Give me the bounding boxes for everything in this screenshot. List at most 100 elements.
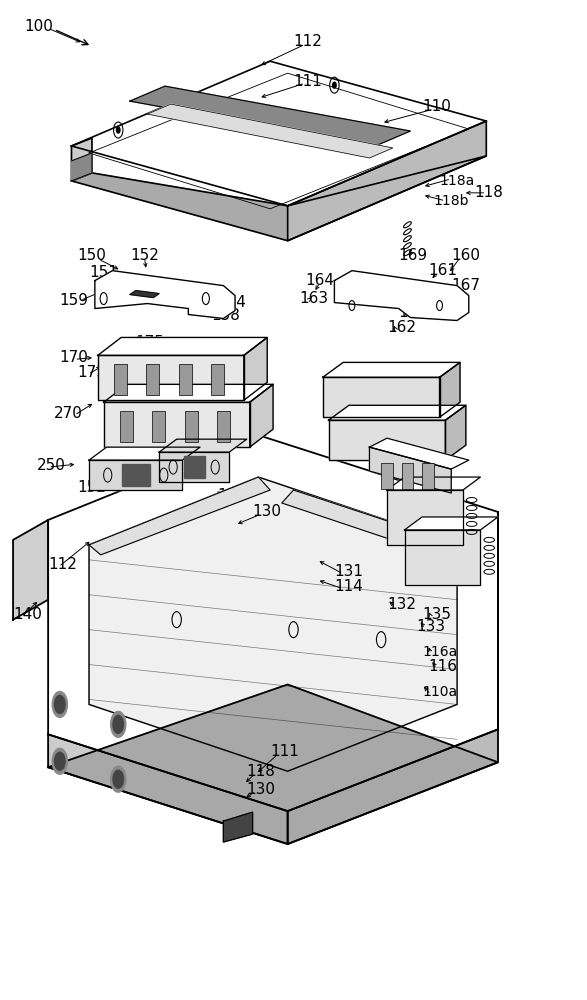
Polygon shape [98, 355, 244, 400]
Polygon shape [323, 377, 440, 417]
Text: 151: 151 [101, 465, 130, 480]
Polygon shape [369, 447, 451, 493]
Polygon shape [104, 402, 249, 447]
Circle shape [116, 127, 120, 133]
Polygon shape [404, 517, 498, 530]
Circle shape [52, 691, 68, 717]
Polygon shape [329, 405, 466, 420]
Polygon shape [323, 362, 460, 377]
Polygon shape [249, 384, 273, 447]
Text: 114: 114 [335, 579, 363, 594]
Text: 166: 166 [434, 293, 463, 308]
Text: 162: 162 [387, 320, 416, 335]
Polygon shape [288, 121, 486, 241]
Polygon shape [224, 812, 252, 842]
Polygon shape [387, 490, 463, 545]
Text: 172: 172 [235, 355, 264, 370]
Text: 130: 130 [247, 782, 276, 797]
Text: 118: 118 [247, 764, 276, 779]
Bar [179, 364, 192, 395]
Polygon shape [329, 420, 446, 460]
Text: 183: 183 [416, 410, 445, 425]
Text: 157: 157 [171, 456, 200, 471]
Text: 161: 161 [428, 263, 457, 278]
Bar [211, 364, 224, 395]
Circle shape [110, 711, 126, 737]
Polygon shape [282, 490, 457, 558]
Polygon shape [369, 438, 469, 469]
Text: 112: 112 [48, 557, 77, 572]
Polygon shape [72, 61, 486, 206]
Text: 158: 158 [212, 308, 241, 323]
Circle shape [113, 770, 123, 788]
Polygon shape [89, 447, 200, 460]
Text: 165: 165 [399, 305, 428, 320]
Polygon shape [387, 477, 480, 490]
Text: 250: 250 [36, 458, 65, 473]
Text: 170: 170 [60, 350, 89, 365]
Text: 110: 110 [422, 99, 451, 114]
Text: 185: 185 [218, 433, 247, 448]
Text: 111: 111 [294, 74, 322, 89]
Circle shape [55, 752, 65, 770]
Polygon shape [13, 520, 48, 620]
Circle shape [110, 766, 126, 792]
Polygon shape [89, 477, 457, 771]
Polygon shape [104, 384, 273, 402]
Text: 131: 131 [335, 564, 363, 579]
Polygon shape [122, 464, 150, 486]
Text: 180: 180 [369, 375, 399, 390]
Polygon shape [130, 291, 159, 298]
Circle shape [52, 748, 68, 774]
Bar [152, 411, 166, 442]
Polygon shape [244, 337, 267, 400]
Text: 152: 152 [77, 480, 106, 495]
Text: 116a: 116a [422, 645, 457, 659]
Polygon shape [89, 460, 183, 490]
Polygon shape [147, 104, 393, 158]
Bar [422, 463, 434, 489]
Text: 132: 132 [387, 597, 416, 612]
Bar [402, 463, 413, 489]
Text: 140: 140 [13, 607, 42, 622]
Text: 116: 116 [428, 659, 457, 674]
Polygon shape [440, 362, 460, 417]
Text: 184: 184 [224, 400, 252, 415]
Circle shape [55, 695, 65, 713]
Polygon shape [98, 337, 267, 355]
Text: 181: 181 [422, 395, 451, 410]
Text: 133: 133 [416, 619, 446, 634]
Text: 111: 111 [270, 744, 299, 759]
Text: 151: 151 [89, 265, 118, 280]
Circle shape [333, 82, 336, 88]
Text: 150: 150 [77, 248, 106, 263]
Text: 118b: 118b [434, 194, 469, 208]
Text: 173: 173 [77, 365, 106, 380]
Bar [217, 411, 230, 442]
Text: 118a: 118a [440, 174, 475, 188]
Text: 270: 270 [54, 406, 83, 421]
Text: 112: 112 [294, 34, 322, 49]
Text: 152: 152 [130, 248, 159, 263]
Text: 175: 175 [136, 335, 164, 350]
Polygon shape [48, 684, 498, 844]
Polygon shape [72, 156, 486, 241]
Polygon shape [48, 734, 288, 844]
Bar [114, 364, 127, 395]
Text: 174: 174 [224, 338, 252, 353]
Text: 118: 118 [475, 185, 504, 200]
Polygon shape [89, 477, 270, 555]
Polygon shape [335, 271, 469, 320]
Polygon shape [446, 405, 466, 460]
Text: 167: 167 [451, 278, 480, 293]
Polygon shape [48, 435, 498, 811]
Text: 110a: 110a [422, 685, 457, 699]
Bar [120, 411, 133, 442]
Text: 171: 171 [212, 371, 241, 386]
Polygon shape [159, 439, 247, 452]
Text: 135: 135 [422, 607, 451, 622]
Polygon shape [159, 452, 230, 482]
Bar [381, 463, 393, 489]
Text: 164: 164 [305, 273, 334, 288]
Polygon shape [72, 138, 92, 181]
